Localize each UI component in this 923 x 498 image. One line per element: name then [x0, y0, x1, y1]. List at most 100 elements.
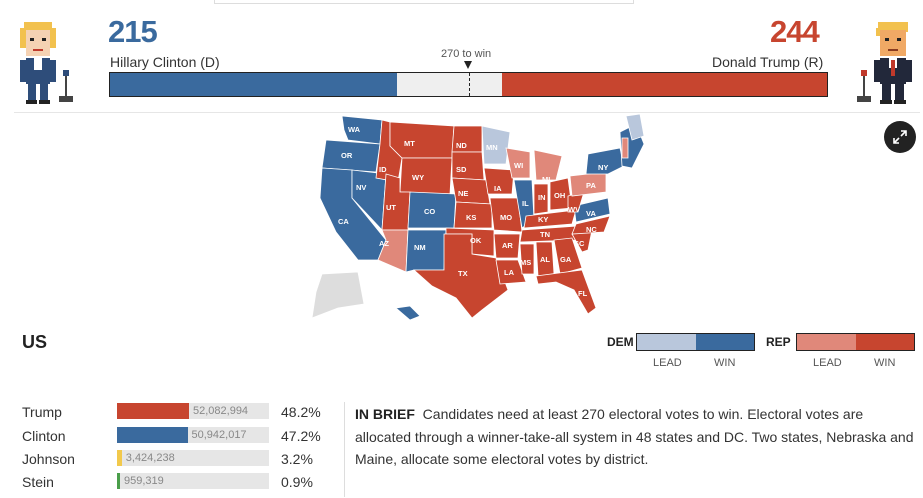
state-az[interactable]: [377, 229, 409, 273]
state-label: FL: [578, 289, 588, 298]
state-label: VA: [586, 209, 596, 218]
state-ny[interactable]: [585, 147, 625, 175]
result-row: Johnson 3,424,238 3.2%: [22, 450, 332, 468]
state-label: MO: [500, 213, 512, 222]
state-label: SC: [574, 239, 585, 248]
rep-bar-fill: [501, 73, 827, 96]
result-bar-track: 52,082,994: [117, 403, 269, 419]
state-ks[interactable]: [453, 201, 493, 229]
state-wi[interactable]: [505, 147, 531, 179]
state-ia[interactable]: [483, 167, 515, 195]
state-label: AL: [540, 255, 550, 264]
result-candidate-name: Trump: [22, 404, 62, 420]
result-vote-count: 3,424,238: [125, 452, 175, 464]
state-va[interactable]: [573, 197, 611, 223]
state-ga[interactable]: [553, 237, 583, 275]
state-label: TN: [540, 230, 550, 239]
result-candidate-name: Stein: [22, 474, 54, 490]
state-label: NV: [356, 183, 366, 192]
legend-dem-label: DEM: [607, 335, 634, 349]
result-percent: 0.9%: [281, 474, 313, 490]
state-label: SD: [456, 165, 467, 174]
result-bar-fill: [117, 473, 120, 489]
state-mn[interactable]: [481, 125, 511, 165]
threshold-label: 270 to win: [441, 48, 492, 60]
result-bar-track: 959,319: [117, 473, 269, 489]
legend-rep-lead-label: LEAD: [813, 357, 842, 369]
state-label: MS: [520, 258, 531, 267]
result-bar-track: 3,424,238: [117, 450, 269, 466]
state-ak[interactable]: [311, 271, 365, 319]
state-ky[interactable]: [523, 209, 577, 229]
threshold-line: [469, 73, 470, 96]
state-nc[interactable]: [571, 215, 611, 235]
state-wy[interactable]: [399, 157, 453, 195]
result-bar-fill: [117, 450, 122, 466]
state-label: AR: [502, 241, 513, 250]
in-brief-text: Candidates need at least 270 electoral v…: [355, 406, 914, 467]
legend-rep-label: REP: [766, 335, 791, 349]
state-label: GA: [560, 255, 572, 264]
legend-dem-scale: [636, 333, 755, 351]
state-label: OR: [341, 151, 353, 160]
in-brief-panel: IN BRIEF Candidates need at least 270 el…: [355, 403, 915, 471]
in-brief-title: IN BRIEF: [355, 406, 415, 422]
state-label: IN: [538, 193, 546, 202]
result-bar-track: 50,942,017: [117, 427, 269, 443]
result-bar-fill: [117, 427, 188, 443]
rep-electoral-count: 244: [770, 14, 820, 49]
state-wa[interactable]: [341, 115, 383, 145]
state-mi[interactable]: [533, 149, 563, 181]
state-label: KY: [538, 215, 548, 224]
state-label: WV: [568, 205, 580, 214]
state-label: OK: [470, 236, 482, 245]
state-nm[interactable]: [405, 229, 447, 273]
state-ar[interactable]: [493, 233, 521, 259]
legend-dem-lead-swatch: [637, 334, 696, 350]
state-label: WA: [348, 125, 361, 134]
dem-candidate-name: Hillary Clinton (D): [110, 54, 220, 70]
state-me[interactable]: [625, 113, 645, 141]
state-la[interactable]: [495, 259, 527, 285]
state-label: ID: [379, 165, 387, 174]
result-vote-count: 50,942,017: [191, 429, 247, 441]
state-label: WY: [412, 173, 424, 182]
fullscreen-button[interactable]: [884, 121, 916, 153]
state-mt[interactable]: [389, 121, 455, 159]
state-label: AZ: [379, 239, 389, 248]
state-label: NC: [586, 225, 597, 234]
state-tx[interactable]: [412, 233, 509, 319]
result-bar-fill: [117, 403, 189, 419]
state-labels: WA OR CA NV ID MT WY UT AZ CO NM ND SD N…: [338, 125, 608, 298]
state-in[interactable]: [533, 183, 549, 215]
state-label: MT: [404, 139, 415, 148]
legend-dem-win-label: WIN: [714, 357, 736, 369]
result-candidate-name: Clinton: [22, 428, 66, 444]
state-nh[interactable]: [621, 137, 629, 159]
section-divider: [344, 402, 345, 497]
dem-electoral-count: 215: [108, 14, 158, 49]
state-fl[interactable]: [535, 269, 597, 315]
state-label: NY: [598, 163, 608, 172]
state-label: MN: [486, 143, 498, 152]
state-label: NM: [414, 243, 426, 252]
state-label: KS: [466, 213, 476, 222]
state-label: UT: [386, 203, 396, 212]
us-electoral-map: WA OR CA NV ID MT WY UT AZ CO NM ND SD N…: [311, 113, 645, 321]
rep-candidate-name: Donald Trump (R): [712, 54, 824, 70]
result-vote-count: 959,319: [124, 475, 164, 487]
state-hi[interactable]: [395, 305, 421, 321]
result-row: Stein 959,319 0.9%: [22, 473, 332, 491]
state-label: MI: [542, 175, 550, 184]
dem-bar-fill: [110, 73, 397, 96]
result-vote-count: 52,082,994: [193, 405, 249, 417]
header-divider: [14, 112, 920, 113]
state-label: LA: [504, 268, 515, 277]
result-percent: 48.2%: [281, 404, 321, 420]
electoral-vote-bar: [109, 72, 828, 97]
state-label: NE: [458, 189, 468, 198]
state-ms[interactable]: [519, 243, 535, 275]
result-percent: 47.2%: [281, 428, 321, 444]
state-or[interactable]: [321, 139, 381, 173]
region-title: US: [22, 332, 48, 352]
